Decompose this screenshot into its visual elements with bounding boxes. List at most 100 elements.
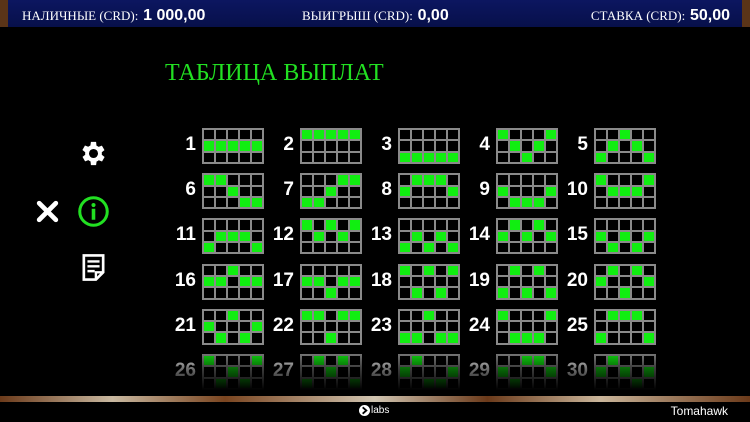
cell (632, 288, 642, 298)
cell (632, 175, 642, 185)
notes-icon[interactable] (80, 253, 107, 282)
cell (448, 141, 458, 151)
payline-9: 9 (460, 171, 558, 213)
cell (228, 197, 238, 208)
payline-pattern (202, 308, 264, 345)
cell (522, 141, 532, 151)
cell (546, 322, 556, 332)
active-cell (436, 333, 446, 343)
cell (448, 231, 458, 242)
cell (436, 322, 446, 332)
active-cell (534, 220, 544, 230)
info-icon[interactable] (77, 195, 110, 228)
cell (522, 175, 532, 185)
cell (620, 175, 630, 185)
cell (424, 276, 434, 287)
cell (596, 310, 606, 321)
cell (534, 231, 544, 242)
active-cell (302, 310, 312, 321)
active-cell (400, 186, 410, 196)
cell (412, 197, 422, 208)
cell (534, 276, 544, 287)
payline-7: 7 (264, 171, 362, 213)
payline-number: 4 (479, 134, 490, 155)
cell (204, 130, 214, 140)
payline-number: 1 (185, 134, 196, 155)
cell (204, 197, 214, 208)
cell (424, 186, 434, 196)
active-cell (412, 231, 422, 242)
cell (534, 243, 544, 253)
cell (338, 141, 348, 151)
cell (252, 231, 262, 242)
active-cell (448, 333, 458, 343)
cell (314, 220, 324, 230)
payline-16: 16 (166, 262, 264, 304)
cell (596, 288, 606, 298)
payline-14: 14 (460, 216, 558, 258)
payline-23: 23 (362, 307, 460, 349)
cell (350, 231, 360, 242)
cell (228, 220, 238, 230)
payline-11: 11 (166, 216, 264, 258)
cell (498, 141, 508, 151)
cell (400, 322, 410, 332)
cell (546, 276, 556, 287)
cell (412, 186, 422, 196)
active-cell (400, 243, 410, 253)
payline-13: 13 (362, 216, 460, 258)
cell (436, 276, 446, 287)
cell (252, 175, 262, 185)
active-cell (620, 288, 630, 298)
cell (522, 276, 532, 287)
cell (252, 220, 262, 230)
cell (314, 265, 324, 275)
cell (216, 265, 226, 275)
active-cell (448, 186, 458, 196)
payline-pattern (300, 173, 362, 210)
cell (498, 265, 508, 275)
cell (204, 265, 214, 275)
active-cell (546, 288, 556, 298)
payline-pattern (496, 173, 558, 210)
payline-pattern (398, 308, 460, 345)
cell (632, 322, 642, 332)
cell (302, 231, 312, 242)
cell (596, 220, 606, 230)
payline-pattern (300, 128, 362, 164)
payline-number: 19 (468, 269, 490, 291)
cell (412, 322, 422, 332)
cell (608, 322, 618, 332)
cell (608, 175, 618, 185)
active-cell (228, 310, 238, 321)
cell (534, 310, 544, 321)
active-cell (302, 276, 312, 287)
cell (534, 152, 544, 162)
cell (302, 322, 312, 332)
close-icon[interactable] (35, 199, 60, 224)
active-cell (338, 231, 348, 242)
cell (350, 265, 360, 275)
gear-icon[interactable] (78, 138, 109, 169)
active-cell (400, 152, 410, 162)
cell (620, 322, 630, 332)
active-cell (326, 186, 336, 196)
cell (498, 197, 508, 208)
cell (620, 276, 630, 287)
active-cell (632, 141, 642, 151)
cell (400, 175, 410, 185)
active-cell (448, 265, 458, 275)
cell (448, 310, 458, 321)
active-cell (448, 152, 458, 162)
cell (608, 231, 618, 242)
active-cell (510, 220, 520, 230)
cell (204, 186, 214, 196)
active-cell (252, 197, 262, 208)
cell (424, 288, 434, 298)
cell (436, 220, 446, 230)
cell (302, 265, 312, 275)
payline-pattern (594, 128, 656, 164)
cell (350, 333, 360, 343)
cell (216, 197, 226, 208)
cell (302, 175, 312, 185)
